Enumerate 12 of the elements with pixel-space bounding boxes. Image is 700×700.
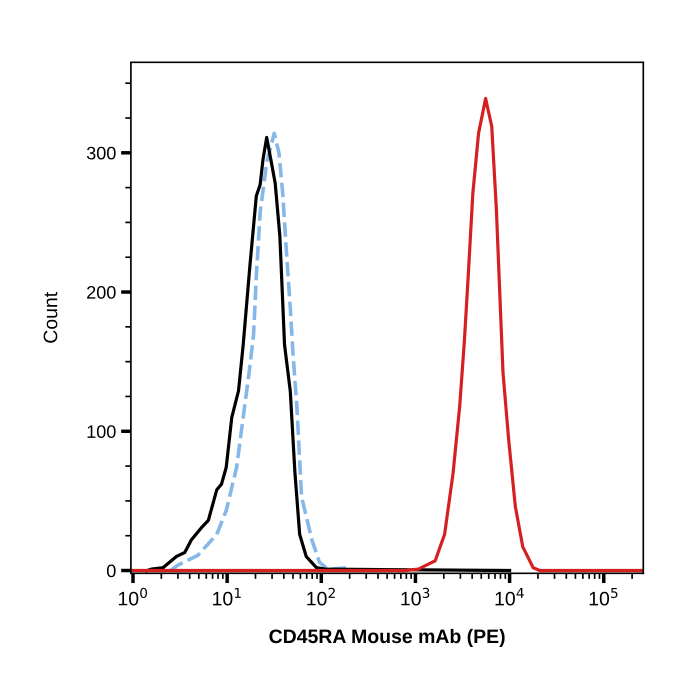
x-axis-title: CD45RA Mouse mAb (PE) [269, 628, 505, 648]
x-tick-label: 10$^{5}$ [590, 588, 618, 606]
y-tick-label: 200 [87, 286, 116, 299]
y-axis-title: Count [44, 292, 58, 343]
x-tick-label: 10$^{4}$ [496, 588, 524, 606]
x-tick-label: 10$^{2}$ [307, 588, 335, 606]
x-tick-label: 10$^{3}$ [401, 588, 430, 606]
y-tick-label: 300 [86, 146, 116, 160]
x-tick-label: 10$^{1}$ [213, 588, 241, 606]
y-tick-label: 100 [88, 425, 116, 438]
x-tick-label: 10$^{0}$ [118, 588, 148, 606]
y-tick-label: 0 [106, 564, 116, 578]
